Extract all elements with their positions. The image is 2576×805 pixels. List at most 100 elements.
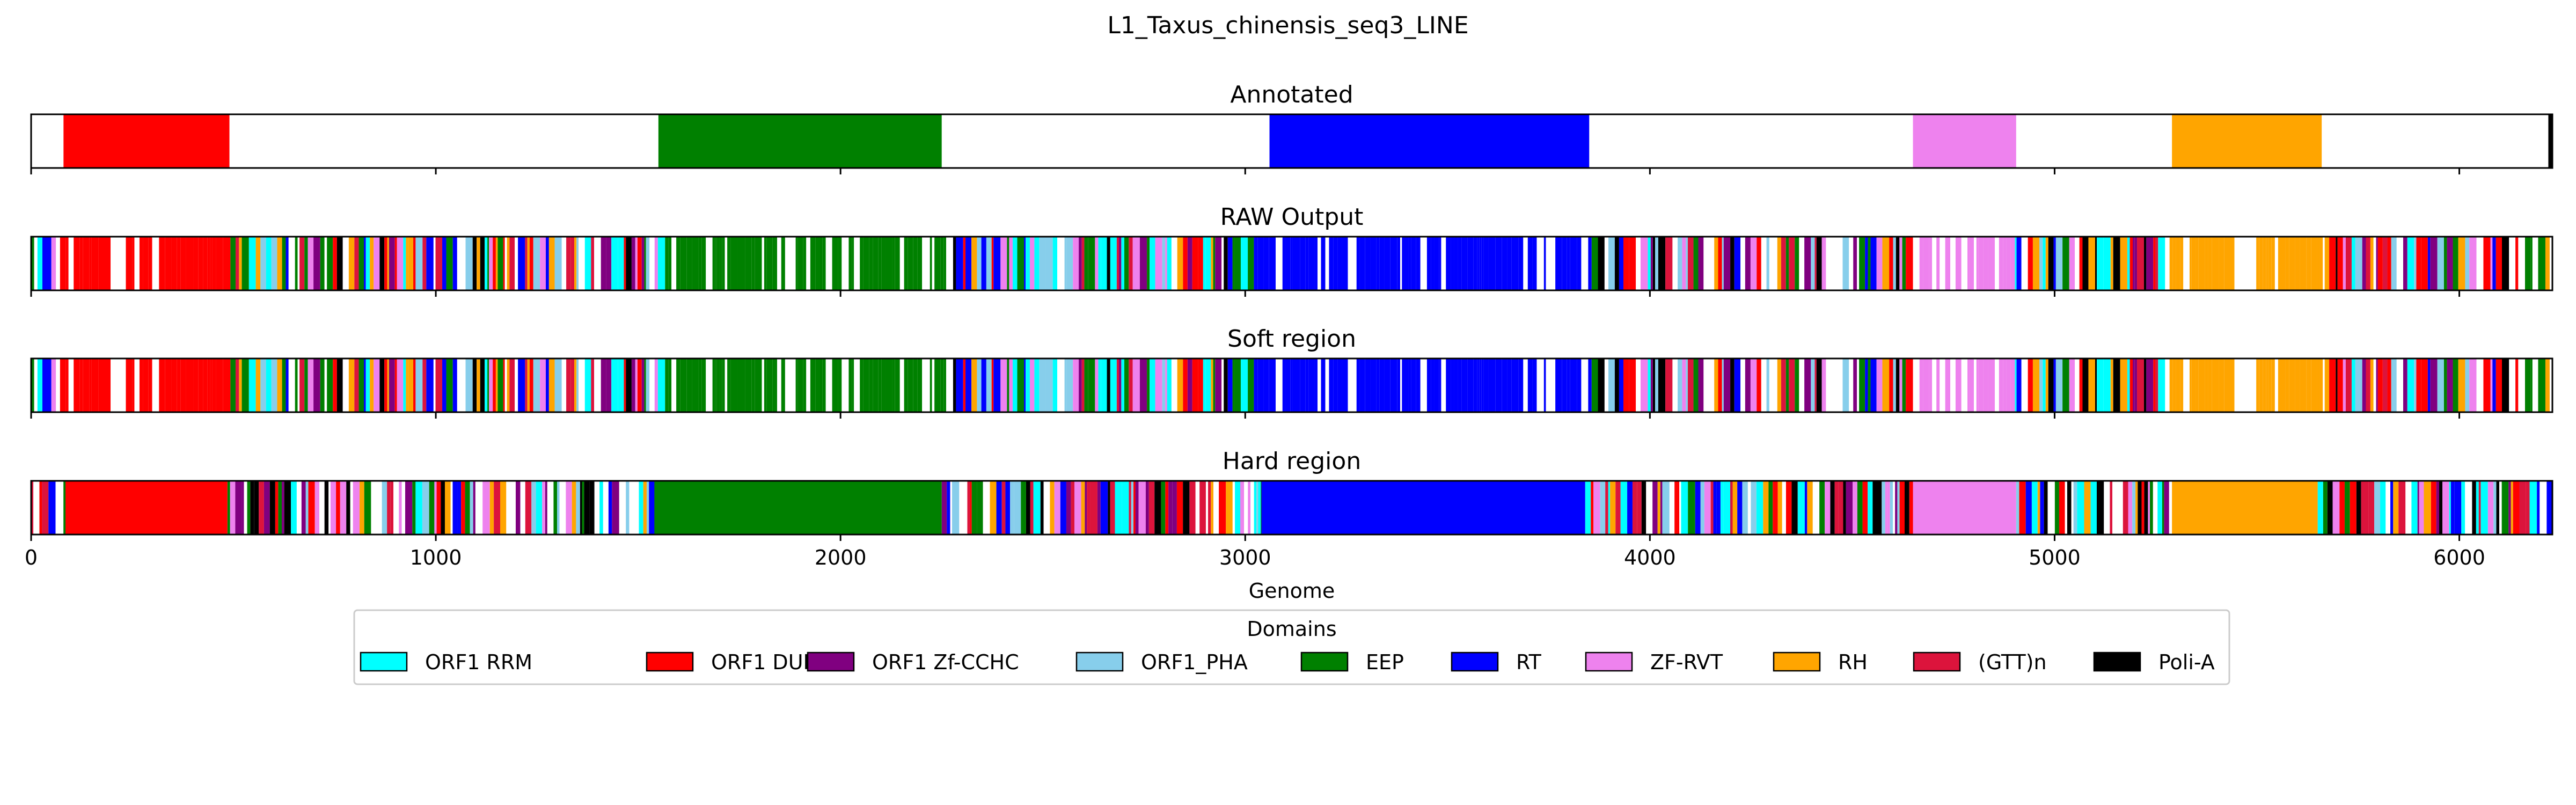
- prediction-stripe: [832, 358, 838, 412]
- prediction-stripe: [1955, 358, 1962, 412]
- prediction-stripe: [1523, 358, 1528, 412]
- prediction-stripe: [1723, 481, 1731, 535]
- prediction-stripe: [1766, 237, 1769, 290]
- prediction-stripe: [2387, 358, 2391, 412]
- prediction-stripe: [515, 358, 518, 412]
- prediction-stripe: [480, 237, 485, 290]
- prediction-stripe: [1923, 237, 1929, 290]
- prediction-stripe: [2231, 358, 2235, 412]
- prediction-stripe: [260, 237, 266, 290]
- prediction-stripe: [2076, 237, 2080, 290]
- prediction-stripe: [42, 481, 49, 535]
- prediction-stripe: [1785, 358, 1789, 412]
- prediction-stripe: [2127, 237, 2130, 290]
- prediction-stripe: [2134, 358, 2138, 412]
- prediction-stripe: [2157, 481, 2162, 535]
- prediction-stripe: [61, 481, 64, 535]
- prediction-stripe: [1434, 358, 1439, 412]
- prediction-stripe: [777, 237, 781, 290]
- prediction-stripe: [2032, 237, 2040, 290]
- prediction-stripe: [1608, 358, 1615, 412]
- prediction-stripe: [1766, 358, 1769, 412]
- prediction-stripe: [815, 237, 823, 290]
- prediction-stripe: [1640, 358, 1648, 412]
- prediction-stripe: [1795, 237, 1799, 290]
- prediction-stripe: [781, 237, 785, 290]
- prediction-stripe: [2351, 237, 2355, 290]
- prediction-stripe: [657, 237, 665, 290]
- prediction-stripe: [2317, 237, 2320, 290]
- prediction-stripe: [457, 358, 462, 412]
- prediction-stripe: [1318, 237, 1321, 290]
- prediction-stripe: [2396, 237, 2403, 290]
- prediction-stripe: [1071, 481, 1075, 535]
- prediction-stripe: [1669, 481, 1675, 535]
- prediction-stripe: [2183, 358, 2190, 412]
- prediction-stripe: [546, 358, 549, 412]
- prediction-stripe: [403, 237, 406, 290]
- prediction-stripe: [2382, 237, 2388, 290]
- prediction-stripe: [644, 237, 646, 290]
- prediction-stripe: [2010, 358, 2015, 412]
- legend-item: EEP: [1300, 650, 1404, 674]
- prediction-stripe: [126, 237, 133, 290]
- prediction-stripe: [308, 358, 314, 412]
- legend-label: RT: [1516, 650, 1542, 674]
- prediction-stripe: [2327, 481, 2333, 535]
- prediction-stripe: [1290, 358, 1293, 412]
- prediction-stripe: [1988, 358, 1995, 412]
- prediction-stripe: [433, 358, 436, 412]
- prediction-stripe: [2059, 481, 2065, 535]
- prediction-stripe: [143, 358, 149, 412]
- prediction-stripe: [2071, 481, 2074, 535]
- prediction-stripe: [1843, 481, 1846, 535]
- prediction-stripe: [1107, 358, 1110, 412]
- prediction-stripe: [1165, 237, 1167, 290]
- prediction-stripe: [797, 358, 803, 412]
- prediction-stripe: [2393, 481, 2399, 535]
- prediction-stripe: [2158, 237, 2165, 290]
- prediction-stripe: [576, 481, 580, 535]
- prediction-stripe: [1588, 237, 1592, 290]
- prediction-stripe: [941, 481, 947, 535]
- prediction-stripe: [553, 481, 557, 535]
- prediction-stripe: [1300, 358, 1306, 412]
- prediction-stripe: [956, 237, 963, 290]
- prediction-stripe: [1734, 358, 1741, 412]
- prediction-stripe: [2271, 358, 2275, 412]
- prediction-stripe: [964, 481, 968, 535]
- prediction-stripe: [2549, 237, 2552, 290]
- prediction-stripe: [641, 358, 645, 412]
- prediction-stripe: [2518, 237, 2525, 290]
- prediction-stripe: [271, 237, 277, 290]
- prediction-stripe: [636, 481, 639, 535]
- prediction-stripe: [1608, 481, 1611, 535]
- prediction-stripe: [2044, 481, 2048, 535]
- prediction-stripe: [2169, 358, 2173, 412]
- prediction-stripe: [2380, 481, 2386, 535]
- prediction-stripe: [1026, 358, 1030, 412]
- prediction-stripe: [2259, 237, 2263, 290]
- prediction-stripe: [1896, 358, 1900, 412]
- prediction-stripe: [2537, 481, 2540, 535]
- prediction-stripe: [239, 358, 242, 412]
- prediction-stripe: [299, 237, 305, 290]
- prediction-stripe: [2437, 237, 2444, 290]
- prediction-stripe: [986, 237, 992, 290]
- prediction-stripe: [2524, 358, 2531, 412]
- prediction-stripe: [442, 237, 447, 290]
- prediction-stripe: [328, 481, 331, 535]
- prediction-stripe: [1610, 481, 1616, 535]
- prediction-stripe: [477, 237, 480, 290]
- prediction-stripe: [2492, 358, 2496, 412]
- prediction-stripe: [719, 237, 722, 290]
- prediction-stripe: [967, 481, 970, 535]
- prediction-stripe: [1811, 237, 1815, 290]
- prediction-stripe: [2355, 237, 2362, 290]
- prediction-stripe: [657, 358, 665, 412]
- prediction-stripe: [1768, 481, 1773, 535]
- prediction-stripe: [2306, 358, 2308, 412]
- prediction-stripe: [1909, 481, 1914, 535]
- prediction-stripe: [1969, 237, 1974, 290]
- prediction-stripe: [2417, 481, 2419, 535]
